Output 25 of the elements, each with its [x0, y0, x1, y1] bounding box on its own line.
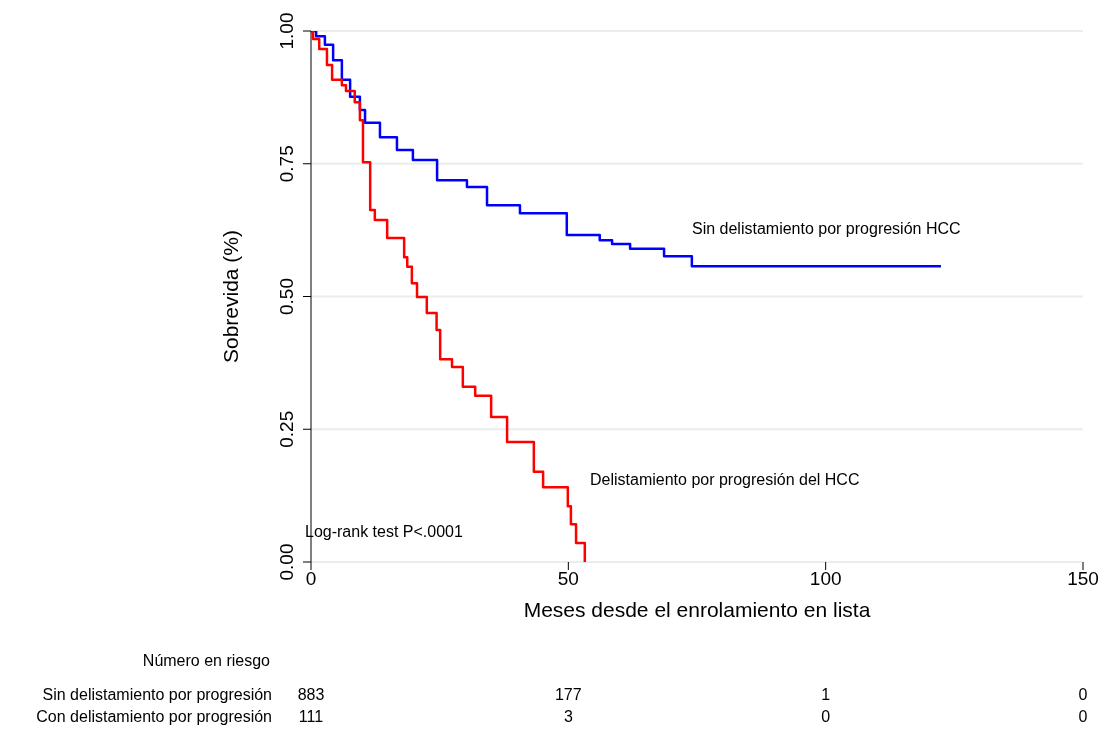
- text: 177: [553, 686, 583, 704]
- x-tick-label: 0: [305, 568, 317, 590]
- y-axis-title: Sobrevida (%): [219, 229, 243, 364]
- x-tick-label: 150: [1067, 568, 1099, 590]
- series-label: Sin delistamiento por progresión HCC: [692, 220, 961, 238]
- x-tick-label: 50: [557, 568, 579, 590]
- y-tick-label: 0.00: [276, 543, 297, 581]
- x-tick-label: 100: [809, 568, 842, 590]
- y-tick-label: 0.50: [276, 278, 297, 315]
- text: 111: [297, 708, 325, 726]
- text: 0: [1077, 686, 1089, 704]
- text: Número en riesgo: [142, 652, 270, 670]
- text: Sin delistamiento por progresión: [42, 686, 272, 704]
- y-tick-label: 1.00: [276, 12, 297, 50]
- text: 0: [1077, 708, 1089, 726]
- text: 1: [820, 686, 832, 704]
- series-label: Delistamiento por progresión del HCC: [590, 471, 860, 489]
- text: 883: [296, 686, 326, 704]
- x-axis-title: Meses desde el enrolamiento en lista: [523, 597, 871, 621]
- annotation: Log-rank test P<.0001: [305, 523, 463, 541]
- y-tick-label: 0.75: [276, 145, 297, 183]
- text: 0: [820, 708, 832, 726]
- text: Con delistamiento por progresión: [36, 708, 272, 726]
- text: 3: [562, 708, 574, 726]
- y-tick-label: 0.25: [276, 410, 297, 448]
